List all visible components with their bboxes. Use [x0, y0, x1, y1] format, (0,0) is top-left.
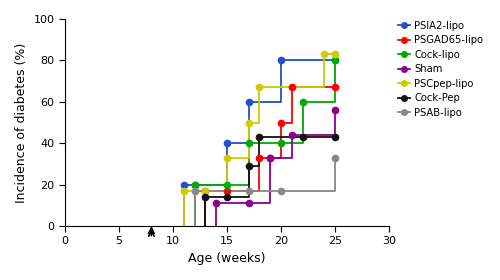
X-axis label: Age (weeks): Age (weeks) — [188, 252, 266, 265]
Legend: PSIA2-lipo, PSGAD65-lipo, Cock-lipo, Sham, PSCpep-lipo, Cock-Pep, PSAB-lipo: PSIA2-lipo, PSGAD65-lipo, Cock-lipo, Sha… — [398, 20, 484, 119]
Y-axis label: Incidence of diabetes (%): Incidence of diabetes (%) — [15, 42, 28, 203]
